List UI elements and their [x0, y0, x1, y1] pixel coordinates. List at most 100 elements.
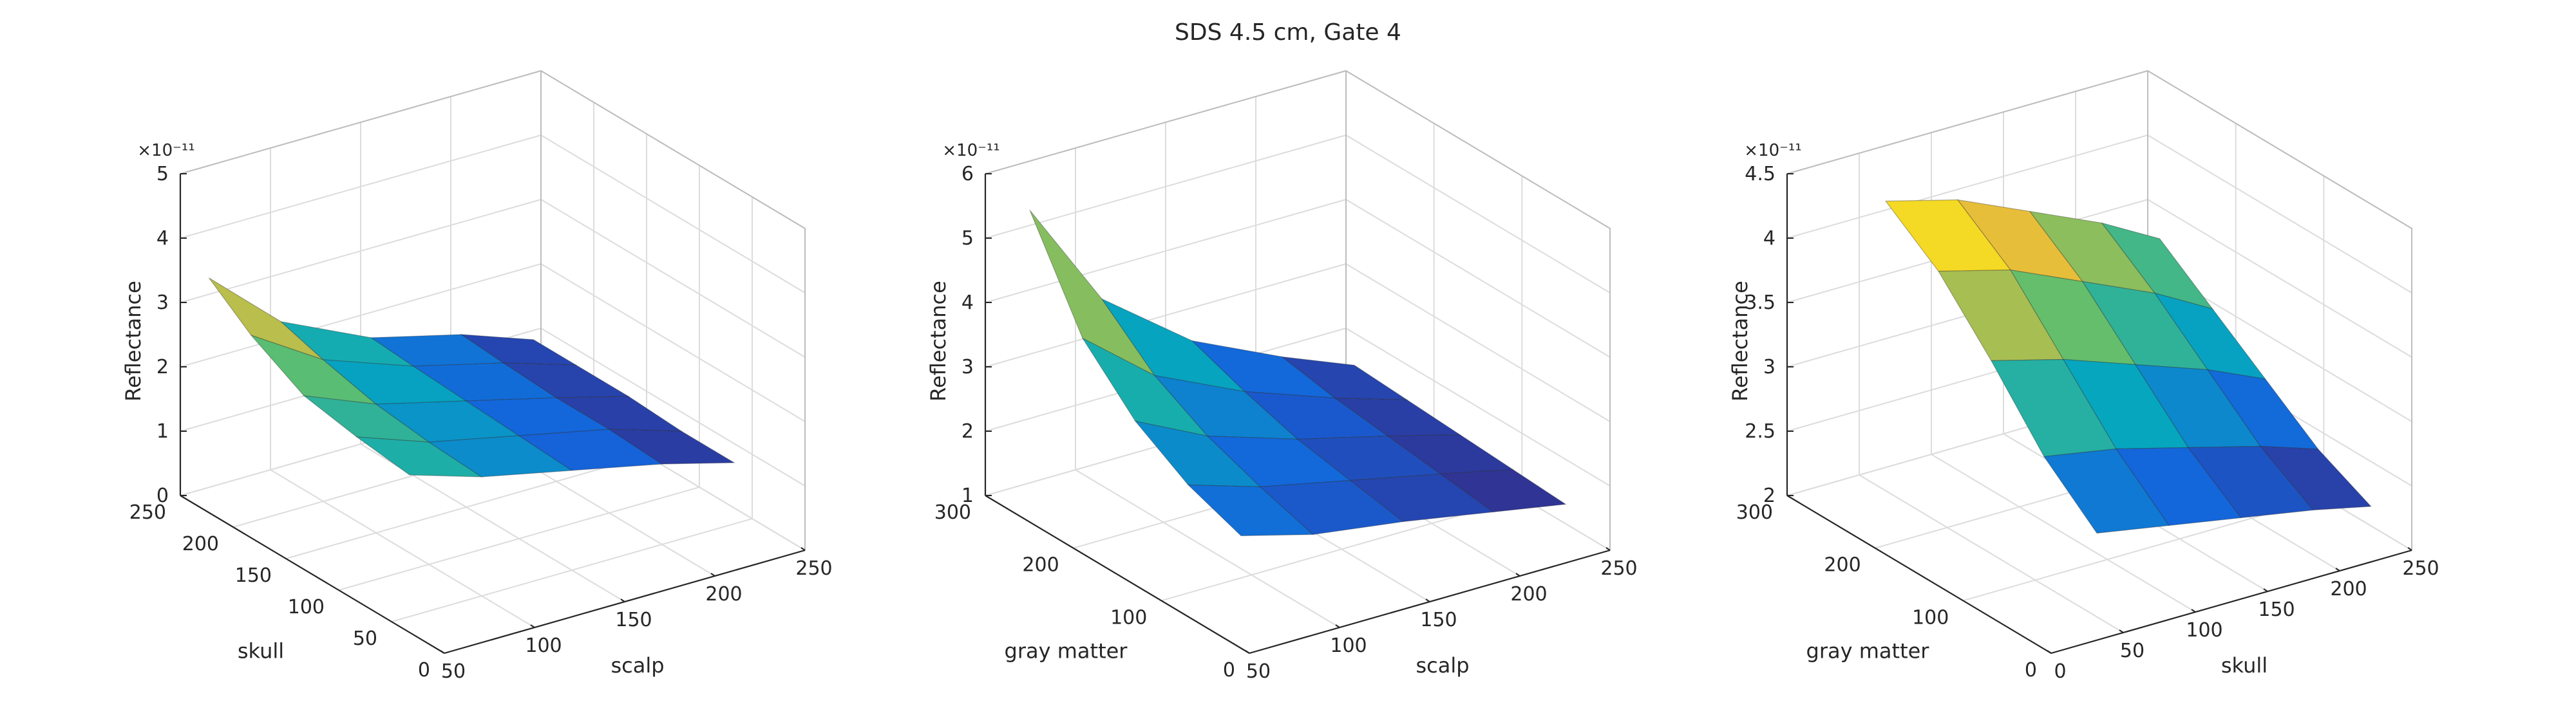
y-axis-line: [1786, 495, 2052, 654]
x-axis-line: [2050, 549, 2412, 654]
box-edge: [180, 70, 806, 550]
x-tick: [1425, 599, 1430, 602]
z-tick-label: 5: [961, 227, 974, 250]
surface-patch: [460, 334, 578, 366]
z-axis-label: Reflectance: [926, 281, 951, 402]
y-tick-label: 200: [182, 533, 219, 555]
x-tick: [2407, 547, 2412, 551]
y-tick-label: 0: [2025, 659, 2037, 682]
x-tick: [1245, 650, 1250, 654]
z-tick-label: 3.5: [1745, 292, 1776, 314]
y-tick-label: 250: [129, 501, 166, 524]
x-tick: [1605, 547, 1611, 551]
x-tick: [620, 599, 625, 602]
z-tick-label: 1: [156, 420, 169, 443]
x-tick-label: 50: [1246, 660, 1271, 683]
surface-patch: [554, 396, 683, 432]
y-tick-label: 300: [1736, 501, 1773, 524]
y-tick-label: 200: [1022, 554, 1059, 577]
y-tick-label: 300: [934, 501, 971, 524]
z-tick-label: 4: [1763, 227, 1776, 250]
z-exponent-label: ×10⁻¹¹: [137, 141, 194, 160]
gridline: [985, 134, 1611, 293]
y-axis-label: gray matter: [1806, 639, 1930, 664]
x-tick-label: 150: [1420, 609, 1457, 631]
surface: [1884, 199, 2372, 534]
z-tick-label: 3: [1763, 356, 1776, 378]
x-tick-label: 100: [2186, 619, 2222, 642]
x-tick: [2191, 609, 2196, 613]
gridline: [180, 70, 806, 229]
z-tick-label: 4: [961, 292, 974, 314]
z-exponent-label: ×10⁻¹¹: [942, 141, 999, 160]
x-tick: [1515, 573, 1520, 577]
figure-title: SDS 4.5 cm, Gate 4: [1175, 19, 1401, 46]
x-tick: [1335, 624, 1340, 628]
x-tick: [2047, 650, 2052, 654]
z-tick-label: 5: [156, 163, 169, 185]
y-tick-label: 150: [235, 564, 272, 587]
y-tick-label: 100: [1912, 606, 1949, 629]
z-tick-label: 2: [961, 420, 974, 443]
z-tick-label: 2: [156, 356, 169, 378]
surface-patch: [1387, 434, 1514, 475]
x-tick: [710, 573, 715, 577]
y-tick-label: 200: [1824, 554, 1861, 577]
z-tick-label: 4.5: [1745, 163, 1776, 185]
x-tick-label: 100: [525, 635, 562, 657]
z-tick-label: 3: [961, 356, 974, 378]
x-tick: [530, 624, 535, 628]
x-tick-label: 150: [2258, 599, 2295, 621]
surface-patch: [1280, 356, 1409, 401]
x-tick: [2263, 588, 2268, 592]
gridline: [985, 70, 1611, 229]
z-tick-label: 2: [1763, 485, 1776, 507]
x-tick-label: 200: [1510, 583, 1547, 606]
y-tick-label: 0: [418, 659, 430, 682]
gridline: [180, 134, 806, 293]
x-axis-label: scalp: [611, 653, 664, 678]
x-tick-label: 250: [1600, 557, 1637, 580]
y-axis-line: [985, 495, 1250, 654]
z-tick-label: 3: [156, 292, 169, 314]
x-tick-label: 50: [2120, 640, 2145, 662]
z-tick-label: 1: [961, 485, 974, 507]
y-tick-label: 100: [1110, 606, 1147, 629]
x-tick: [440, 650, 445, 654]
y-axis-label: gray matter: [1005, 639, 1128, 664]
surface-patch: [607, 429, 736, 465]
gridline: [540, 71, 806, 551]
z-axis-label: Reflectance: [1728, 281, 1752, 402]
x-tick: [2335, 568, 2340, 571]
y-axis-label: skull: [238, 639, 284, 664]
x-axis-label: scalp: [1416, 653, 1469, 678]
x-tick-label: 50: [441, 660, 466, 683]
z-exponent-label: ×10⁻¹¹: [1744, 141, 1801, 160]
y-tick-label: 100: [288, 596, 325, 618]
z-tick-label: 6: [961, 163, 974, 185]
z-axis-label: Reflectance: [121, 281, 146, 402]
surface-patch: [2259, 445, 2372, 511]
x-tick: [800, 547, 806, 551]
surface-panel-1: 50100150200250050100150200250012345scalp…: [121, 70, 833, 683]
x-axis-label: skull: [2221, 653, 2268, 678]
surface: [208, 277, 736, 478]
x-tick-label: 100: [1330, 635, 1367, 657]
x-tick-label: 200: [2330, 578, 2367, 600]
z-tick-label: 2.5: [1745, 420, 1776, 443]
surface: [1029, 210, 1567, 537]
y-tick-label: 50: [353, 627, 377, 650]
z-tick-label: 4: [156, 227, 169, 250]
x-tick-label: 0: [2054, 660, 2066, 683]
x-tick-label: 250: [795, 557, 832, 580]
x-tick: [2119, 629, 2124, 633]
x-tick-label: 200: [705, 583, 742, 606]
gridline: [1786, 70, 2412, 229]
x-tick-label: 250: [2402, 557, 2439, 580]
